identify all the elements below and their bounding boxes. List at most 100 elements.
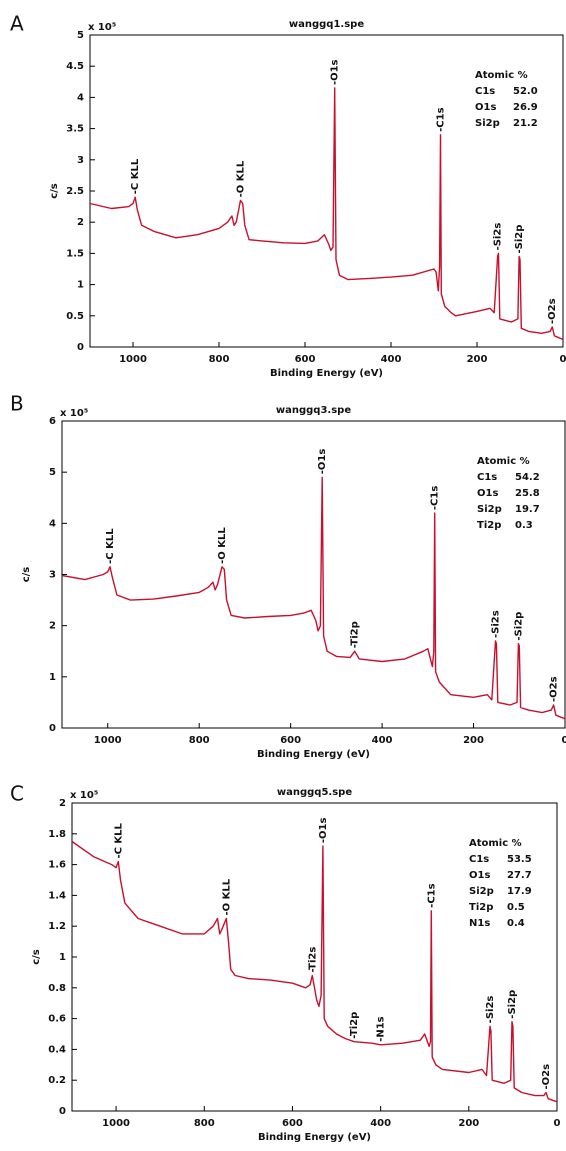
y-axis-label: c/s <box>21 567 32 583</box>
composition-title: Atomic % <box>477 456 530 467</box>
peak-label: -O KLL <box>221 878 232 915</box>
composition-value: 27.7 <box>507 870 532 881</box>
peak-label: -O2s <box>549 676 560 702</box>
x-tick-label: 200 <box>467 354 488 365</box>
y-tick-label: 1.8 <box>48 829 66 840</box>
composition-value: 21.2 <box>513 118 538 129</box>
panel-label: A <box>10 12 24 36</box>
x-tick-label: 200 <box>463 735 484 746</box>
peak-label: -O KLL <box>236 160 247 197</box>
composition-value: 0.5 <box>507 902 525 913</box>
composition-element: Si2p <box>477 504 502 515</box>
peak-label: -O1s <box>317 449 328 475</box>
composition-value: 53.5 <box>507 854 532 865</box>
composition-value: 26.9 <box>513 102 538 113</box>
x-tick-label: 1000 <box>94 735 122 746</box>
peak-label: -Ti2p <box>349 1012 360 1039</box>
x-tick-label: 400 <box>372 735 393 746</box>
y-tick-label: 1 <box>77 280 84 291</box>
composition-element: O1s <box>477 488 498 499</box>
composition-element: Ti2p <box>469 902 493 913</box>
y-axis-label: c/s <box>49 183 60 199</box>
composition-element: C1s <box>477 472 497 483</box>
x-axis-label: Binding Energy (eV) <box>258 1132 371 1143</box>
composition-value: 52.0 <box>513 86 538 97</box>
x-tick-label: 0 <box>554 1118 561 1129</box>
panel-label: B <box>10 392 24 416</box>
peak-label: -O2s <box>547 298 558 324</box>
peak-label: -O KLL <box>217 527 228 564</box>
composition-element: Si2p <box>469 886 494 897</box>
chart-title: wanggq3.spe <box>276 405 351 416</box>
y-tick-label: 6 <box>49 416 56 427</box>
y-tick-label: 3.5 <box>66 124 84 135</box>
composition-element: Si2p <box>475 118 500 129</box>
spectrum-line <box>71 840 558 1103</box>
x-tick-label: 400 <box>381 354 402 365</box>
peak-label: -C KLL <box>105 528 116 564</box>
peak-label: -C1s <box>430 486 441 510</box>
peak-label: -Ti2p <box>350 621 361 648</box>
composition-element: N1s <box>469 918 490 929</box>
peak-label: -C1s <box>426 883 437 907</box>
composition-title: Atomic % <box>475 70 528 81</box>
y-tick-label: 0.4 <box>48 1044 66 1055</box>
y-tick-label: 5 <box>49 467 56 478</box>
composition-value: 25.8 <box>515 488 540 499</box>
composition-element: Ti2p <box>477 520 501 531</box>
peak-label: -O2s <box>541 1064 552 1090</box>
peak-label: -Si2p <box>514 225 525 254</box>
x-tick-label: 800 <box>209 354 230 365</box>
y-tick-label: 0.5 <box>66 311 84 322</box>
plot-frame <box>61 420 566 729</box>
x-tick-label: 200 <box>458 1118 479 1129</box>
peak-label: -O1s <box>318 818 329 844</box>
x-tick-label: 0 <box>562 735 566 746</box>
peak-label: -Si2s <box>493 223 504 251</box>
y-tick-label: 3 <box>77 155 84 166</box>
y-tick-label: 0.6 <box>48 1014 66 1025</box>
x-tick-label: 1000 <box>102 1118 130 1129</box>
y-tick-label: 0.8 <box>48 983 66 994</box>
x-tick-label: 600 <box>280 735 301 746</box>
y-tick-label: 2.5 <box>66 186 84 197</box>
y-tick-label: 4.5 <box>66 61 84 72</box>
chart-title: wanggq1.spe <box>289 19 364 30</box>
composition-value: 0.4 <box>507 918 525 929</box>
y-tick-label: 2 <box>59 798 66 809</box>
x-tick-label: 1000 <box>119 354 147 365</box>
peak-label: -C KLL <box>130 158 141 194</box>
x-tick-label: 800 <box>189 735 210 746</box>
y-tick-label: 0.2 <box>48 1075 66 1086</box>
peak-label: -Si2s <box>485 996 496 1024</box>
peak-label: -Si2s <box>490 610 501 638</box>
x-tick-label: 400 <box>370 1118 391 1129</box>
panel-label: C <box>10 782 24 806</box>
x-axis-label: Binding Energy (eV) <box>257 749 370 760</box>
composition-element: O1s <box>475 102 496 113</box>
composition-element: O1s <box>469 870 490 881</box>
chart-title: wanggq5.spe <box>277 787 352 798</box>
y-multiplier: x 10⁵ <box>60 408 88 419</box>
y-tick-label: 1.5 <box>66 248 84 259</box>
y-tick-label: 1.4 <box>48 890 66 901</box>
y-tick-label: 1 <box>49 672 56 683</box>
y-tick-label: 1 <box>59 952 66 963</box>
composition-element: C1s <box>469 854 489 865</box>
composition-value: 54.2 <box>515 472 540 483</box>
x-axis-label: Binding Energy (eV) <box>270 368 383 379</box>
y-tick-label: 0 <box>49 723 56 734</box>
x-tick-label: 600 <box>282 1118 303 1129</box>
peak-label: -N1s <box>376 1016 387 1041</box>
y-multiplier: x 10⁵ <box>88 22 116 33</box>
y-tick-label: 0 <box>59 1106 66 1117</box>
peak-label: -Ti2s <box>307 947 318 973</box>
plot-frame <box>89 34 564 348</box>
y-tick-label: 5 <box>77 30 84 41</box>
y-tick-label: 1.2 <box>48 921 66 932</box>
y-tick-label: 4 <box>77 92 84 103</box>
y-tick-label: 2 <box>77 217 84 228</box>
composition-title: Atomic % <box>469 838 522 849</box>
spectrum-line <box>89 87 564 341</box>
